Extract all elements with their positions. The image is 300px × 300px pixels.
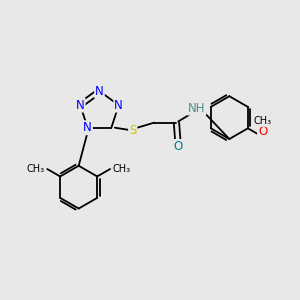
- Text: O: O: [173, 140, 183, 153]
- Text: CH₃: CH₃: [27, 164, 45, 174]
- Text: CH₃: CH₃: [254, 116, 272, 126]
- Text: CH₃: CH₃: [112, 164, 130, 174]
- Text: N: N: [114, 99, 123, 112]
- Text: N: N: [76, 99, 85, 112]
- Text: S: S: [129, 124, 136, 136]
- Text: N: N: [83, 121, 92, 134]
- Text: O: O: [258, 124, 267, 138]
- Text: N: N: [95, 85, 104, 98]
- Text: NH: NH: [188, 102, 206, 115]
